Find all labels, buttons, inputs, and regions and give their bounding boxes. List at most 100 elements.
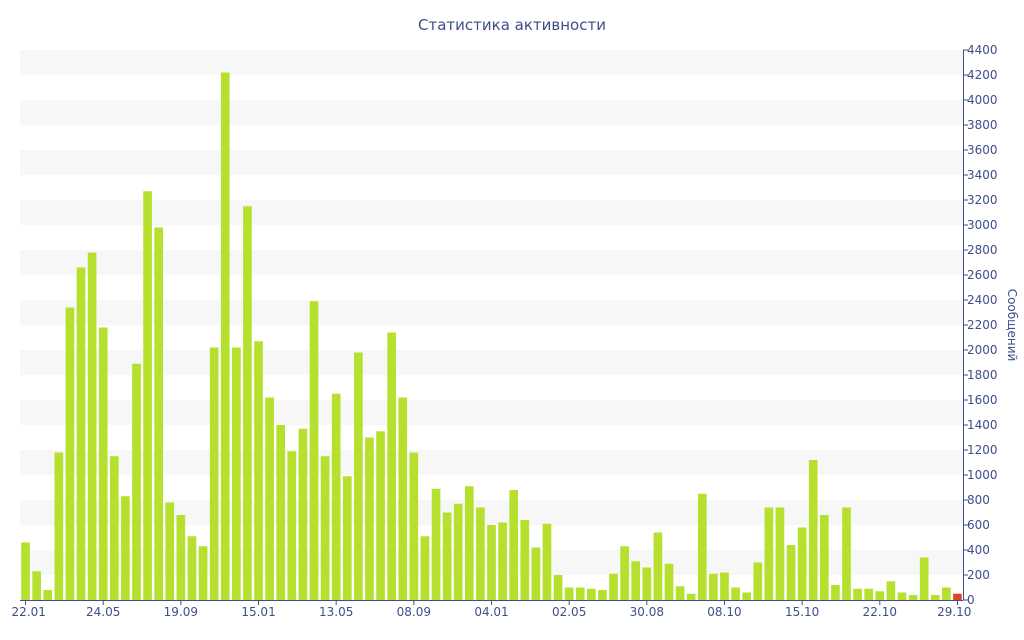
y-tick-label: 400 xyxy=(967,543,990,557)
bar xyxy=(287,451,297,600)
grid-band xyxy=(20,150,963,175)
bar xyxy=(487,525,496,600)
bar xyxy=(209,347,219,600)
grid-band xyxy=(20,350,963,375)
bar xyxy=(642,567,652,600)
bar xyxy=(276,425,286,600)
bar xyxy=(664,563,674,600)
y-tick-label: 600 xyxy=(967,518,990,532)
bar xyxy=(742,592,751,600)
x-tick-label: 30.08 xyxy=(630,605,664,619)
bar xyxy=(897,592,907,600)
y-tick-label: 1600 xyxy=(967,393,998,407)
grid-band xyxy=(20,50,963,75)
y-tick-label: 2000 xyxy=(967,343,998,357)
bar xyxy=(198,546,208,600)
grid-band xyxy=(20,450,963,475)
bar xyxy=(564,587,574,600)
x-tick-label: 19.09 xyxy=(164,605,198,619)
x-axis-ticks: 22.01 24.05 19.09 15.01 13.05 08.09 04.01 02.05… xyxy=(12,600,971,619)
bar xyxy=(54,452,64,600)
y-tick-label: 1800 xyxy=(967,368,998,382)
bar xyxy=(464,486,474,600)
grid-band xyxy=(20,250,963,275)
bar xyxy=(498,522,507,600)
bar xyxy=(587,588,596,600)
bar xyxy=(376,431,385,600)
bar xyxy=(176,515,186,600)
x-tick-label: 04.01 xyxy=(474,605,508,619)
bar xyxy=(675,586,685,600)
bar xyxy=(243,206,252,600)
bar xyxy=(98,327,108,600)
y-tick-label: 2600 xyxy=(967,268,998,282)
bar xyxy=(109,456,119,600)
y-axis-ticks: 0 200 400 600 800 1000 1200 1400 1600 1800 2000 220… xyxy=(963,43,998,607)
x-tick-label: 24.05 xyxy=(86,605,120,619)
bar xyxy=(365,437,374,600)
bar xyxy=(476,507,485,600)
bar xyxy=(409,452,419,600)
bar xyxy=(265,397,274,600)
grid-band xyxy=(20,400,963,425)
bar xyxy=(453,503,463,600)
bar xyxy=(132,363,141,600)
y-tick-label: 2400 xyxy=(967,293,998,307)
bar xyxy=(686,593,696,600)
bar xyxy=(520,520,530,600)
y-tick-label: 4000 xyxy=(967,93,998,107)
bar xyxy=(387,332,396,600)
bar xyxy=(842,507,851,600)
bar xyxy=(953,593,962,600)
y-tick-label: 3200 xyxy=(967,193,998,207)
bar xyxy=(342,476,352,600)
bar xyxy=(764,507,774,600)
bar xyxy=(442,512,452,600)
y-tick-label: 0 xyxy=(967,593,975,607)
bar xyxy=(620,546,629,600)
bar xyxy=(930,595,940,600)
bar xyxy=(731,587,740,600)
bar xyxy=(720,572,729,600)
bar xyxy=(154,227,164,600)
bar xyxy=(298,428,308,600)
bar xyxy=(165,502,175,600)
y-tick-label: 200 xyxy=(967,568,990,582)
y-tick-label: 3600 xyxy=(967,143,998,157)
grid-bands xyxy=(20,50,963,575)
bar xyxy=(875,591,885,600)
bar xyxy=(420,536,430,600)
bar xyxy=(697,493,707,600)
bar xyxy=(609,573,618,600)
y-tick-label: 4400 xyxy=(967,43,998,57)
bar xyxy=(942,587,951,600)
x-tick-label: 29.10 xyxy=(937,605,971,619)
y-tick-label: 4200 xyxy=(967,68,998,82)
bar xyxy=(542,523,552,600)
y-tick-label: 1400 xyxy=(967,418,998,432)
bar xyxy=(831,585,840,600)
bar xyxy=(121,496,130,600)
chart-title: Статистика активности xyxy=(418,16,606,34)
y-tick-label: 3000 xyxy=(967,218,998,232)
bar-series xyxy=(21,72,962,600)
y-tick-label: 3400 xyxy=(967,168,998,182)
bar xyxy=(87,252,97,600)
bar xyxy=(919,557,929,600)
bar xyxy=(797,527,807,600)
bar xyxy=(76,267,86,600)
bar xyxy=(709,573,718,600)
bar xyxy=(653,532,663,600)
bar xyxy=(509,490,519,600)
x-tick-label: 15.01 xyxy=(241,605,275,619)
bar xyxy=(753,562,763,600)
bar xyxy=(232,347,241,600)
bar xyxy=(354,352,363,600)
y-tick-label: 1000 xyxy=(967,468,998,482)
x-tick-label: 15.10 xyxy=(785,605,819,619)
bar xyxy=(309,301,319,600)
bar xyxy=(553,575,563,600)
bar xyxy=(43,590,53,600)
